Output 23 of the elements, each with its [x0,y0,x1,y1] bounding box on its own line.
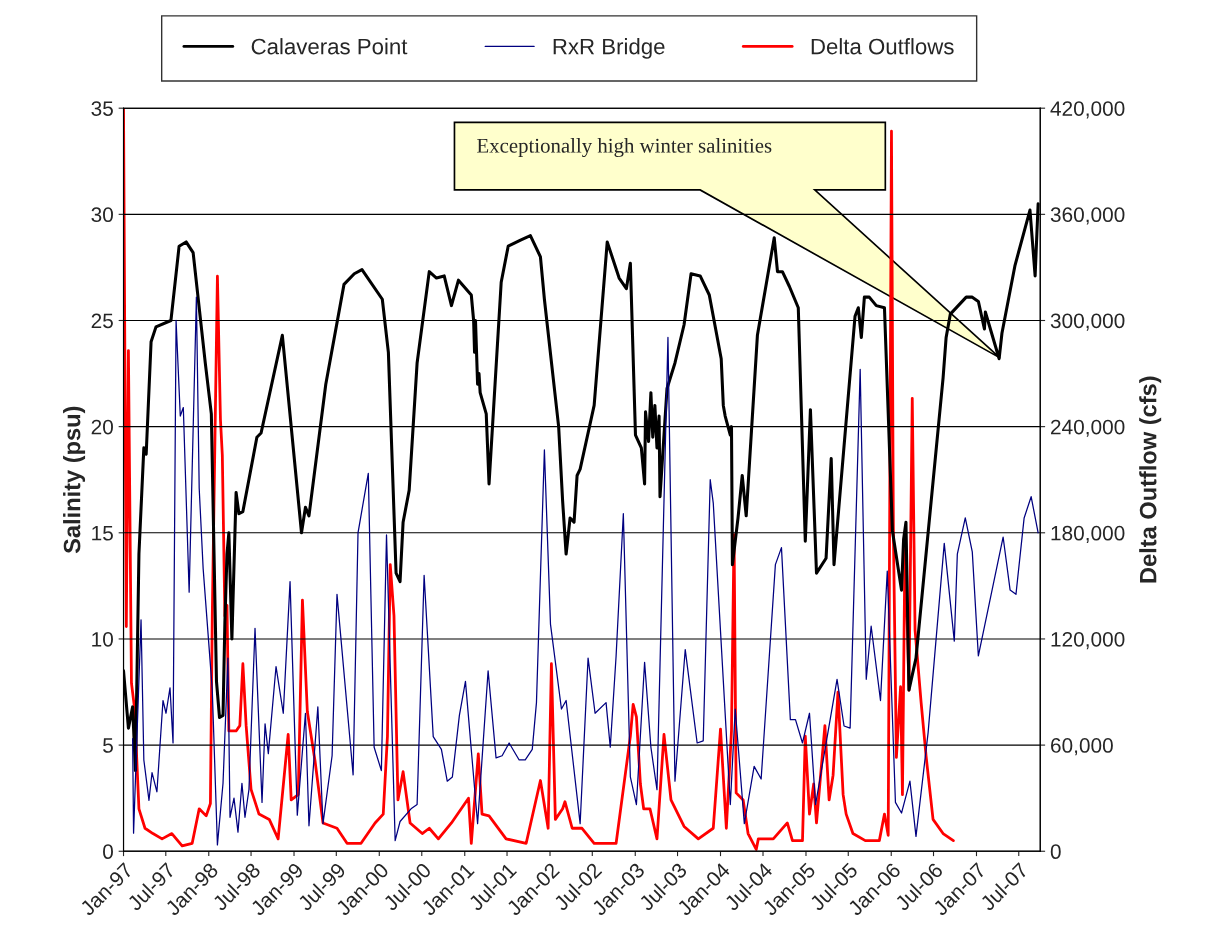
y-tick-label: 15 [92,526,113,541]
y2-axis-title: Delta Outflow (cfs) [1139,376,1162,583]
y2-tick-label: 120,000 [1051,631,1125,650]
line-series [132,296,1039,846]
legend-label: Calaveras Point [251,38,408,55]
y2-tick-label: 180,000 [1051,525,1125,544]
y-tick-label: 0 [103,844,113,860]
y2-tick-label: 0 [1050,844,1061,860]
y-tick-label: 20 [91,419,113,435]
y-tick-label: 30 [91,207,113,223]
y-tick-label: 5 [103,738,113,753]
y-tick-label: 10 [92,631,113,647]
legend-label: RxR Bridge [553,38,665,59]
annotation: Exceptionally high winter salinities [477,138,772,158]
legend-label: Delta Outflows [811,38,954,55]
y-axis-title: Salinity (psu) [63,406,86,554]
y2-tick-label: 240,000 [1051,419,1125,437]
y2-tick-label: 360,000 [1050,207,1125,225]
y2-tick-label: 300,000 [1050,313,1125,331]
y-tick-label: 35 [91,101,113,116]
y-tick-label: 25 [91,313,113,329]
y2-tick-label: 60,000 [1051,738,1113,756]
y2-tick-label: 420,000 [1050,101,1125,119]
